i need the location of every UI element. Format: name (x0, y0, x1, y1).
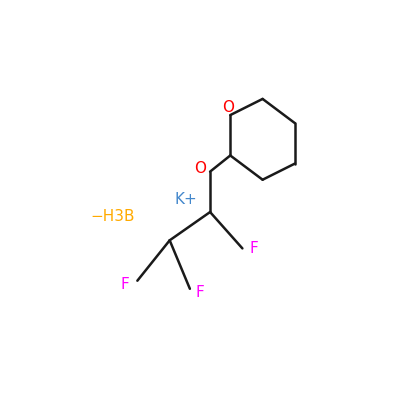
Text: O: O (222, 99, 234, 114)
Text: F: F (249, 241, 258, 256)
Text: F: F (196, 285, 204, 300)
Text: F: F (121, 277, 130, 292)
Text: K+: K+ (175, 193, 197, 208)
Text: −H3B: −H3B (91, 208, 135, 223)
Text: O: O (194, 161, 206, 176)
